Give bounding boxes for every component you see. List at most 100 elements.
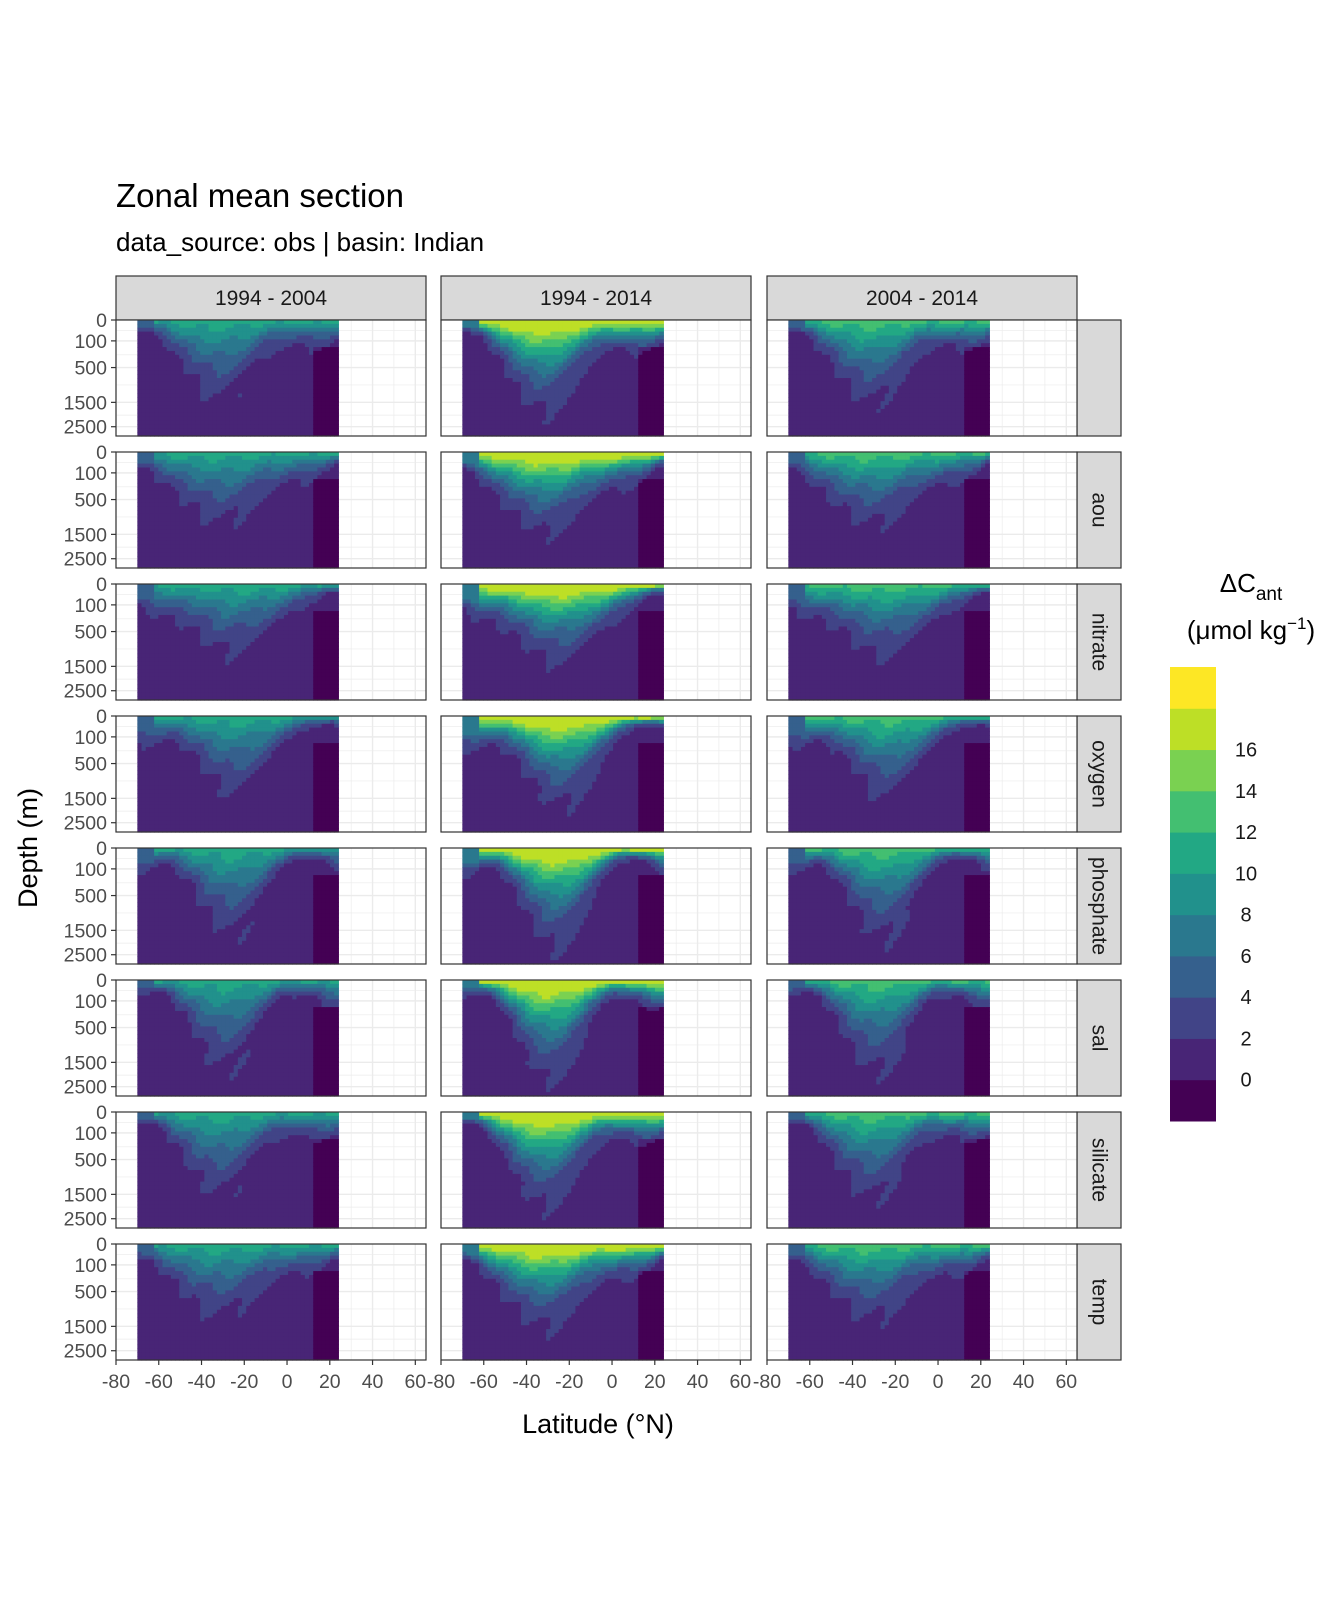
y-tick-label: 2500: [64, 1077, 108, 1099]
legend-label: 16: [1235, 740, 1257, 762]
legend-label: 14: [1235, 781, 1257, 803]
y-tick-label: 500: [74, 490, 107, 512]
y-tick-label: 0: [96, 442, 107, 464]
legend-label: 12: [1235, 822, 1257, 844]
y-tick-label: 100: [74, 1123, 107, 1145]
panel-grid: 1994 - 2004 1994 - 2014 2004 - 2014aounitr…: [64, 276, 1121, 1393]
legend-swatch: [1170, 915, 1216, 957]
x-tick-label: 60: [729, 1371, 751, 1393]
y-tick-label: 1500: [64, 1052, 108, 1074]
y-tick-label: 0: [96, 574, 107, 596]
y-tick-label: 100: [74, 991, 107, 1013]
x-axis-label: Latitude (°N): [522, 1409, 674, 1439]
y-tick-label: 2500: [64, 1341, 108, 1363]
column-strip-label: 2004 - 2014: [866, 287, 978, 310]
figure: Zonal mean section data_source: obs | ba…: [0, 0, 1344, 1612]
x-tick-label: 20: [319, 1371, 341, 1393]
x-tick-label: 40: [362, 1371, 384, 1393]
legend-title-line1: ΔCant: [1220, 568, 1283, 605]
legend-swatch: [1170, 956, 1216, 998]
y-tick-label: 2500: [64, 681, 108, 703]
column-strip-label: 1994 - 2004: [215, 287, 327, 310]
legend-swatch: [1170, 791, 1216, 833]
legend-label: 6: [1240, 946, 1251, 968]
y-tick-label: 1500: [64, 788, 108, 810]
row-strip-label: aou: [1088, 492, 1111, 527]
x-tick-label: 0: [282, 1371, 293, 1393]
legend-swatch: [1170, 873, 1216, 915]
x-tick-label: -20: [230, 1371, 258, 1393]
x-tick-label: 40: [687, 1371, 709, 1393]
y-tick-label: 2500: [64, 549, 108, 571]
y-tick-label: 0: [96, 970, 107, 992]
y-tick-label: 500: [74, 754, 107, 776]
facet-panel: -80 -60 -40 -20 0 20 40 60: [427, 1244, 751, 1393]
x-tick-label: -20: [881, 1371, 909, 1393]
y-tick-label: 2500: [64, 417, 108, 439]
y-tick-label: 100: [74, 331, 107, 353]
x-tick-label: -60: [796, 1371, 824, 1393]
facet-panel: [441, 320, 751, 437]
chart-title: Zonal mean section: [116, 177, 404, 214]
y-tick-label: 100: [74, 463, 107, 485]
legend-label: 10: [1235, 863, 1257, 885]
facet-panel: -80 -60 -40 -20 0 20 40 60: [753, 1244, 1077, 1393]
y-tick-label: 2500: [64, 945, 108, 967]
y-tick-label: 2500: [64, 1209, 108, 1231]
row-strip-label: sal: [1088, 1025, 1111, 1052]
x-tick-label: -20: [555, 1371, 583, 1393]
legend-label: 8: [1240, 905, 1251, 927]
y-tick-label: 0: [96, 1234, 107, 1256]
x-tick-label: 40: [1013, 1371, 1035, 1393]
legend-swatch: [1170, 750, 1216, 792]
x-tick-label: -80: [753, 1371, 781, 1393]
y-axis-label: Depth (m): [13, 788, 43, 908]
facet-panel: [441, 1112, 751, 1229]
y-tick-label: 0: [96, 1102, 107, 1124]
x-tick-label: -40: [838, 1371, 866, 1393]
row-strip-label: silicate: [1088, 1138, 1111, 1202]
y-tick-label: 1500: [64, 1316, 108, 1338]
legend-label: 0: [1240, 1070, 1251, 1092]
facet-panel: [441, 716, 751, 833]
y-tick-label: 0: [96, 310, 107, 332]
row-strip: [1077, 320, 1121, 436]
x-tick-label: 0: [607, 1371, 618, 1393]
y-tick-label: 100: [74, 595, 107, 617]
legend-swatch: [1170, 667, 1216, 709]
y-tick-label: 500: [74, 886, 107, 908]
y-tick-label: 1500: [64, 656, 108, 678]
row-strip-label: nitrate: [1088, 613, 1111, 671]
y-tick-label: 1500: [64, 920, 108, 942]
facet-panel: [441, 848, 751, 965]
chart-subtitle: data_source: obs | basin: Indian: [116, 227, 484, 257]
y-tick-label: 500: [74, 1150, 107, 1172]
row-strip-label: temp: [1088, 1279, 1111, 1326]
x-tick-label: 20: [644, 1371, 666, 1393]
y-tick-label: 500: [74, 1018, 107, 1040]
x-tick-label: -80: [102, 1371, 130, 1393]
legend-label: 2: [1240, 1028, 1251, 1050]
y-tick-label: 500: [74, 358, 107, 380]
x-tick-label: 60: [1055, 1371, 1077, 1393]
facet-panel: [767, 452, 1077, 569]
x-tick-label: 20: [970, 1371, 992, 1393]
y-tick-label: 1500: [64, 524, 108, 546]
y-tick-label: 100: [74, 727, 107, 749]
legend-swatch: [1170, 997, 1216, 1039]
legend-swatch: [1170, 832, 1216, 874]
y-tick-label: 2500: [64, 813, 108, 835]
y-tick-label: 0: [96, 706, 107, 728]
x-tick-label: -40: [187, 1371, 215, 1393]
y-tick-label: 100: [74, 859, 107, 881]
legend-label: 4: [1240, 987, 1251, 1009]
row-strip-label: oxygen: [1088, 740, 1111, 808]
facet-panel: [767, 1112, 1077, 1229]
